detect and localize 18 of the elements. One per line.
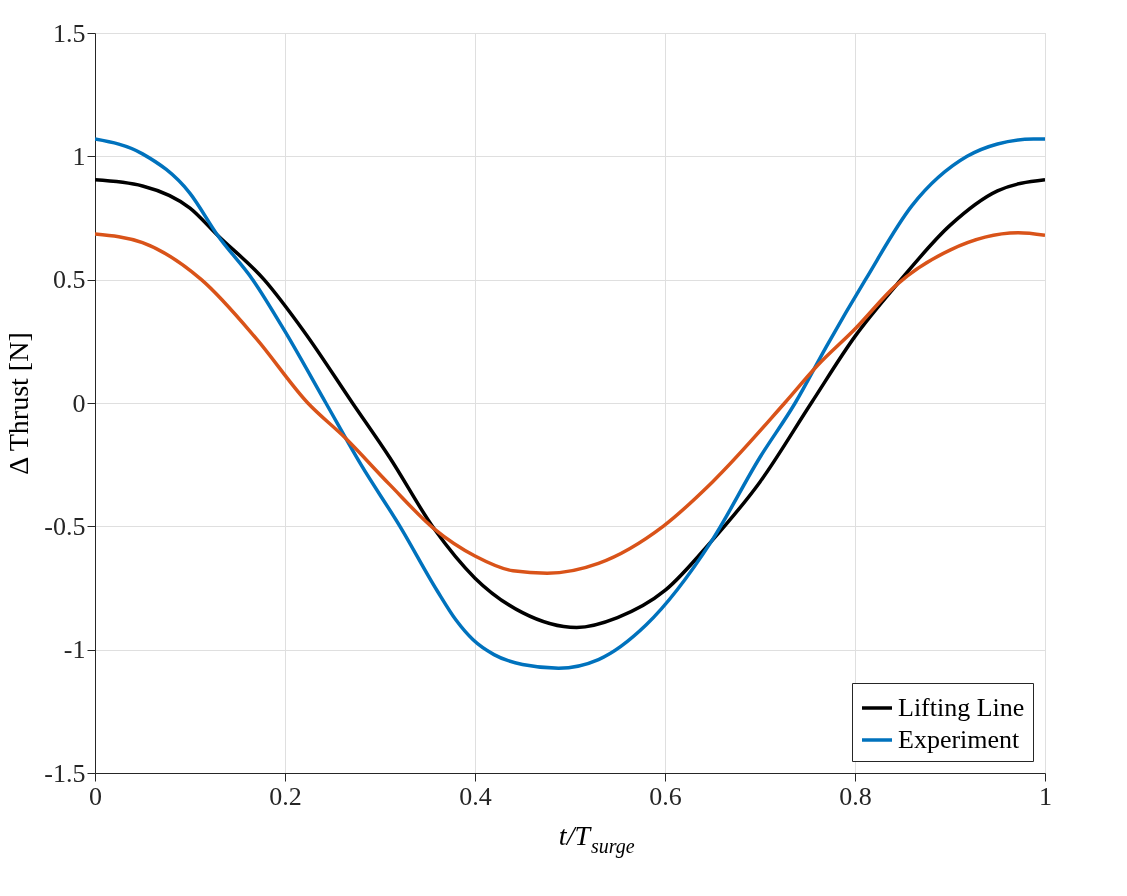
- legend-label: Experiment: [898, 725, 1021, 754]
- y-tick-label: -0.5: [44, 511, 86, 541]
- y-axis-title: Δ Thrust [N]: [3, 332, 35, 475]
- y-tick-label: 1.5: [53, 18, 86, 48]
- x-tick-label: 0.6: [649, 781, 682, 811]
- y-tick-label: 0: [72, 388, 86, 418]
- x-tick-label: 1: [1039, 781, 1052, 811]
- line-series: [95, 137, 1045, 670]
- x-tick-label: 0.2: [269, 781, 302, 811]
- x-tick-label: 0.8: [839, 781, 872, 811]
- legend-label: Lifting Line: [898, 693, 1025, 722]
- y-tick-label: 1: [72, 141, 86, 171]
- line-series: [95, 231, 1045, 575]
- y-tick-label: -1: [63, 635, 86, 665]
- x-tick-label: 0.4: [459, 781, 492, 811]
- line-series: [95, 178, 1045, 630]
- y-tick-label: -1.5: [44, 758, 86, 788]
- y-tick-label: 0.5: [53, 265, 86, 295]
